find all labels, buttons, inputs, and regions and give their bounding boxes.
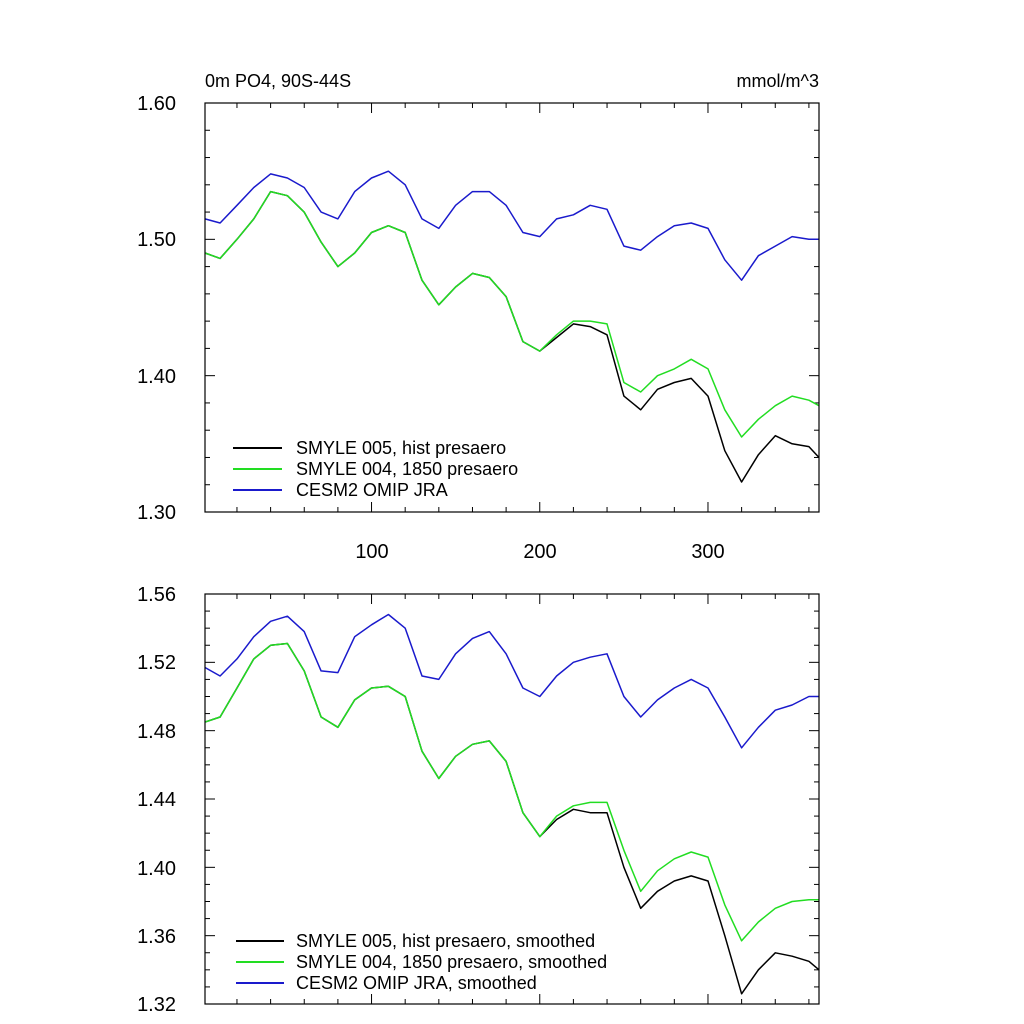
top-legend-label: SMYLE 004, 1850 presaero	[296, 459, 518, 479]
bottom-panel: 1.32 1.36 1.40 1.44 1.48 1.52 1.56 SMYLE…	[137, 584, 820, 1016]
top-x-tick-label: 100	[355, 541, 388, 563]
top-y-tick-label: 1.50	[137, 229, 176, 251]
top-panel: 0m PO4, 90S-44S mmol/m^3 1.30 1.40 1.50 …	[137, 71, 820, 563]
top-series	[204, 170, 820, 483]
top-x-tick-label: 300	[691, 541, 724, 563]
top-legend-label: SMYLE 005, hist presaero	[296, 438, 506, 458]
bottom-y-tick-label: 1.44	[137, 789, 176, 811]
bottom-legend: SMYLE 005, hist presaero, smoothed SMYLE…	[236, 931, 607, 993]
bottom-y-tick-label: 1.40	[137, 858, 176, 880]
bottom-y-tick-label: 1.36	[137, 926, 176, 948]
bottom-legend-label: CESM2 OMIP JRA, smoothed	[296, 973, 537, 993]
bottom-y-tick-label: 1.32	[137, 994, 176, 1016]
bottom-y-tick-label: 1.48	[137, 721, 176, 743]
top-y-tick-label: 1.40	[137, 366, 176, 388]
bottom-plot-frame	[204, 593, 820, 1005]
bottom-legend-label: SMYLE 005, hist presaero, smoothed	[296, 931, 595, 951]
bottom-y-tick-label: 1.52	[137, 652, 176, 674]
series-line	[204, 613, 819, 749]
bottom-series	[204, 613, 820, 995]
top-plot-frame	[204, 102, 820, 513]
top-x-tick-label: 200	[523, 541, 556, 563]
top-legend: SMYLE 005, hist presaero SMYLE 004, 1850…	[233, 438, 518, 500]
series-line	[204, 190, 820, 438]
series-line	[204, 170, 819, 281]
top-units: mmol/m^3	[737, 71, 819, 91]
top-legend-label: CESM2 OMIP JRA	[296, 480, 448, 500]
top-y-tick-label: 1.60	[137, 93, 176, 115]
series-line	[204, 642, 819, 942]
bottom-legend-label: SMYLE 004, 1850 presaero, smoothed	[296, 952, 607, 972]
top-title: 0m PO4, 90S-44S	[205, 71, 351, 91]
top-y-tick-label: 1.30	[137, 502, 176, 524]
bottom-y-tick-label: 1.56	[137, 584, 176, 606]
